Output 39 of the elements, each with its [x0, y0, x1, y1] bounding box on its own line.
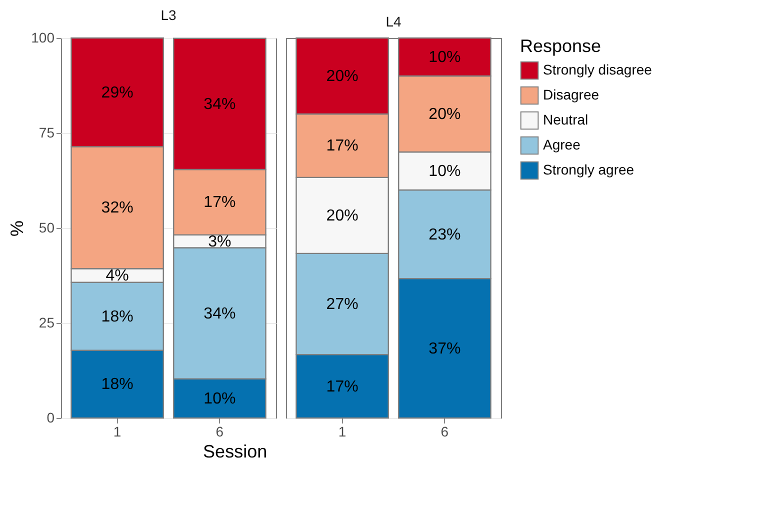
data-label: 17% [204, 194, 236, 212]
x-tick-label: 1 [113, 424, 122, 440]
legend-label: Strongly agree [543, 162, 634, 178]
data-label: 18% [101, 376, 134, 394]
data-label: 17% [326, 378, 358, 396]
y-tick-label: 75 [38, 124, 55, 140]
legend-label: Agree [543, 136, 581, 152]
data-label: 29% [101, 84, 134, 102]
data-label: 27% [326, 296, 358, 313]
data-label: 20% [326, 68, 358, 85]
chart-title: L3 [160, 7, 176, 23]
data-label: 34% [204, 305, 236, 322]
y-tick-label: 0 [46, 410, 55, 426]
x-axis-title: Session [203, 442, 268, 462]
x-tick-label: 6 [216, 424, 224, 440]
legend-label: Strongly disagree [543, 62, 652, 78]
data-label: 10% [428, 163, 461, 180]
legend-label: Disagree [543, 86, 600, 102]
data-label: 34% [204, 96, 236, 113]
chart-title: L4 [386, 13, 402, 30]
y-tick-label: 50 [38, 220, 55, 236]
legend-title: Response [520, 36, 602, 56]
x-tick-label: 1 [338, 424, 346, 440]
data-label: 20% [326, 207, 358, 224]
legend-label: Neutral [543, 112, 588, 128]
y-axis-title: % [7, 220, 28, 237]
data-label: 10% [204, 390, 236, 408]
data-label: 37% [428, 340, 461, 358]
y-tick-label: 100 [31, 30, 55, 46]
data-label: 32% [101, 200, 134, 217]
x-tick-label: 6 [440, 424, 449, 440]
data-label: 20% [428, 106, 461, 123]
data-label: 23% [428, 226, 461, 244]
data-label: 10% [428, 49, 461, 66]
y-tick-label: 25 [38, 314, 55, 330]
data-label: 3% [208, 233, 232, 250]
data-label: 4% [106, 268, 129, 284]
data-label: 17% [326, 138, 358, 155]
data-label: 18% [101, 308, 134, 326]
